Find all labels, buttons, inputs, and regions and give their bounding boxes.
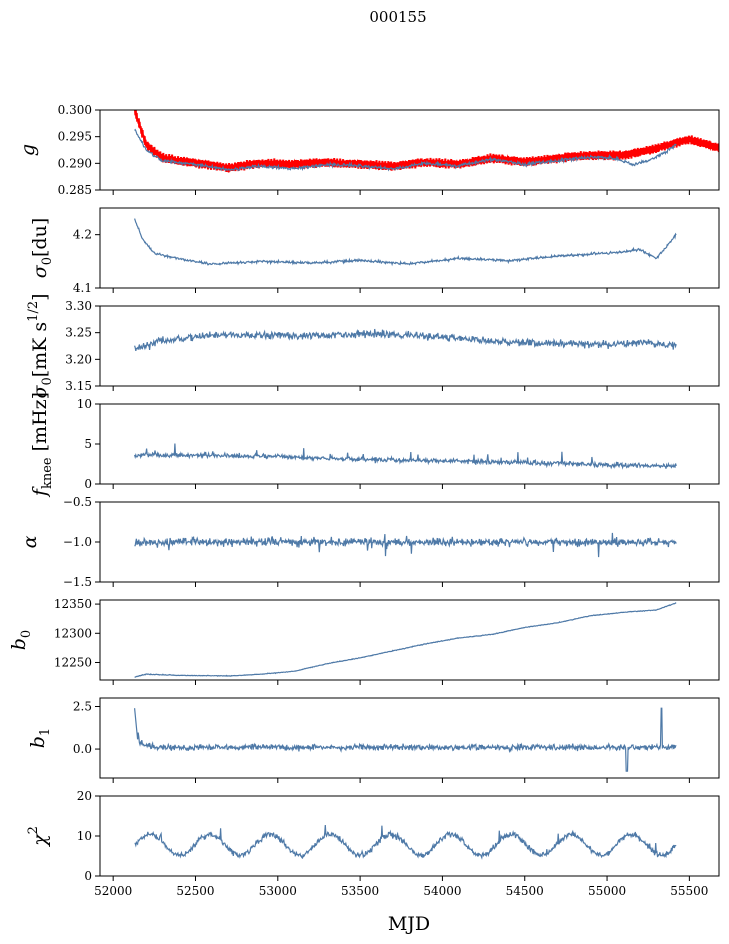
figure-title: 000155 — [369, 8, 426, 26]
y-tick-label: 12350 — [54, 597, 92, 611]
plot-area-sigma0_mK — [134, 328, 677, 352]
y-tick-label: 12300 — [54, 626, 92, 640]
y-axis-label: σ0[mK s1/2] — [26, 293, 55, 398]
plot-area-b1 — [134, 707, 677, 772]
axes-frame — [99, 207, 720, 289]
y-axis-label: b0 — [8, 630, 34, 650]
y-tick-label: 4.2 — [73, 228, 92, 242]
y-axis-label: g — [17, 144, 39, 156]
plot-area-b0 — [134, 602, 677, 678]
x-tick-label: 52000 — [94, 884, 132, 898]
y-tick-label: 3.25 — [65, 326, 92, 340]
panel-b1: 0.0 2.5 b1 — [27, 697, 720, 783]
y-tick-label: 3.15 — [65, 379, 92, 393]
panel-sigma0_du: 4.1 4.2 σ0[du] — [29, 207, 720, 295]
y-tick-label: 5 — [84, 437, 92, 451]
y-tick-label: 0.295 — [58, 130, 92, 144]
x-tick-label: 53000 — [259, 884, 297, 898]
x-tick-label: 52500 — [176, 884, 214, 898]
series-line-g — [134, 128, 677, 172]
x-axis-label: MJD — [388, 913, 430, 935]
series-line-sigma0_du — [134, 218, 677, 267]
axes-frame — [99, 599, 720, 681]
y-tick-label: −0.5 — [63, 495, 92, 509]
axes-frame — [99, 109, 720, 191]
y-axis-label: fknee [mHz] — [29, 392, 55, 498]
y-tick-label: 0.0 — [73, 742, 92, 756]
y-tick-label: 0 — [84, 477, 92, 491]
y-tick-label: 20 — [77, 789, 92, 803]
y-tick-label: 12250 — [54, 655, 92, 669]
panel-chi2: 0 10 20 52000 52500 53000 53500 54000 54500 55000… — [26, 789, 720, 898]
panel-alpha: −1.5 −1.0 −0.5 α — [19, 495, 720, 589]
x-tick-label: 55500 — [670, 884, 708, 898]
y-axis-label: α — [19, 535, 41, 548]
axes-frame — [99, 403, 720, 485]
y-axis-label: σ0[du] — [29, 218, 55, 279]
series-line-b0 — [134, 602, 677, 678]
axes-frame — [99, 795, 720, 877]
plot-area-alpha — [134, 532, 677, 558]
y-tick-label: −1.5 — [63, 575, 92, 589]
x-tick-label: 54500 — [506, 884, 544, 898]
plot-area-sigma0_du — [134, 218, 677, 267]
y-axis-label: χ2 — [26, 826, 51, 848]
y-tick-label: 3.30 — [65, 299, 92, 313]
y-axis-label: b1 — [27, 728, 53, 748]
y-tick-label: 0.290 — [58, 156, 92, 170]
y-tick-label: 4.1 — [73, 281, 92, 295]
axes-frame — [99, 697, 720, 779]
y-tick-label: 0 — [84, 869, 92, 883]
series-line-b1 — [134, 707, 677, 772]
y-tick-label: 3.20 — [65, 352, 92, 366]
panel-b0: 12250 12300 12350 b0 — [8, 597, 720, 685]
panel-fknee: 0 5 10 fknee [mHz] — [29, 392, 720, 498]
series-line-chi2 — [134, 824, 677, 860]
x-tick-label: 55000 — [588, 884, 626, 898]
panels: 0.285 0.290 0.295 0.300 g 4.1 4.2 σ0[du] 3.15 3.2… — [8, 103, 720, 898]
panel-g: 0.285 0.290 0.295 0.300 g — [17, 103, 720, 197]
y-tick-label: 0.285 — [58, 183, 92, 197]
y-tick-label: 2.5 — [73, 700, 92, 714]
x-tick-label: 54000 — [423, 884, 461, 898]
plot-area-chi2 — [134, 824, 677, 860]
panel-sigma0_mK: 3.15 3.20 3.25 3.30 σ0[mK s1/2] — [26, 293, 720, 399]
y-tick-label: −1.0 — [63, 535, 92, 549]
series-red-model — [133, 110, 719, 174]
y-tick-label: 0.300 — [58, 103, 92, 117]
y-tick-label: 10 — [77, 829, 92, 843]
plot-area-fknee — [134, 443, 677, 470]
series-line-sigma0_mK — [134, 328, 677, 352]
series-line-alpha — [134, 532, 677, 558]
y-tick-label: 10 — [77, 397, 92, 411]
plot-area-g — [133, 110, 719, 174]
x-tick-label: 53500 — [341, 884, 379, 898]
axes-frame — [99, 305, 720, 387]
series-line-fknee — [134, 443, 677, 470]
